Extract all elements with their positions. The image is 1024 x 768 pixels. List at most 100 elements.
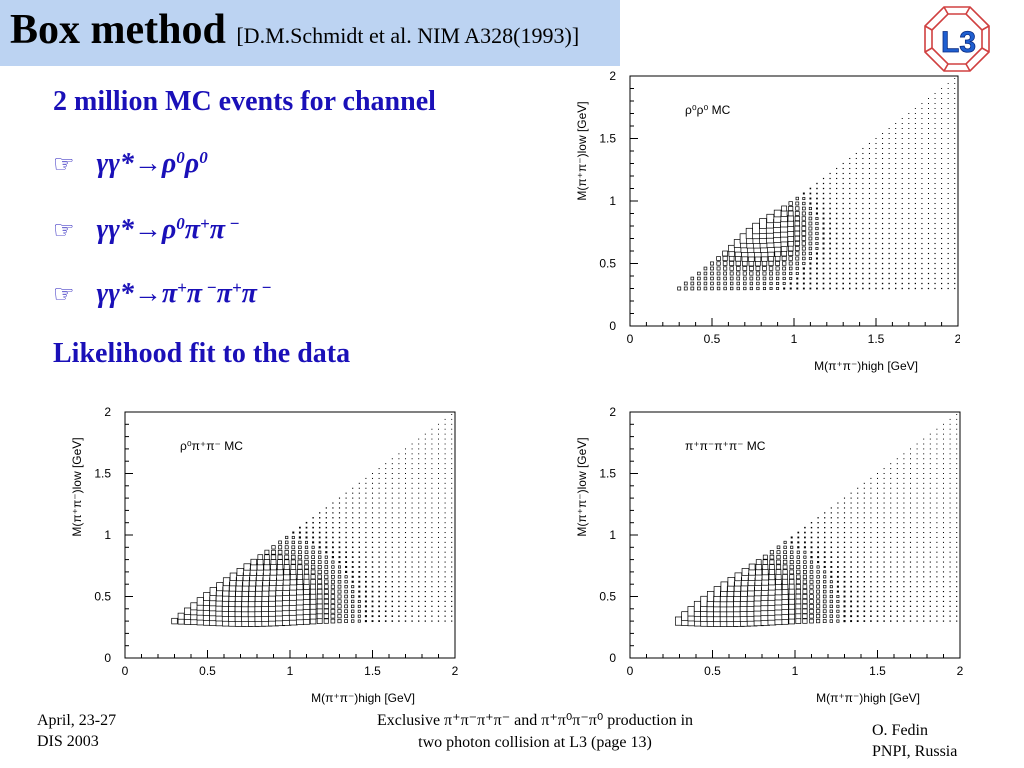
box-point (914, 177, 916, 180)
box-point (956, 610, 958, 612)
box-point (311, 545, 315, 549)
box-point (868, 282, 871, 285)
box-point (954, 177, 956, 180)
box-point (842, 187, 844, 190)
box-point (444, 615, 446, 617)
box-point (431, 492, 433, 494)
box-point (325, 522, 327, 524)
box-point (901, 252, 903, 255)
box-point (365, 487, 367, 489)
box-point (941, 212, 943, 215)
box-point (284, 545, 289, 550)
box-point (710, 271, 714, 276)
box-point (856, 615, 859, 618)
box-point (941, 272, 943, 275)
box-point (895, 123, 897, 124)
box-point (829, 580, 833, 584)
box-point (870, 512, 872, 514)
box-point (890, 472, 892, 475)
box-point (857, 546, 859, 548)
box-point (927, 237, 930, 240)
box-point (312, 531, 314, 534)
box-point (330, 608, 336, 614)
box-point (769, 564, 775, 570)
box-point (876, 482, 879, 484)
box-point (936, 428, 938, 430)
box-point (923, 556, 925, 558)
box-point (762, 281, 767, 286)
box-point (317, 579, 323, 585)
box-point (949, 546, 951, 548)
title-reference: [D.M.Schmidt et al. NIM A328(1993)] (236, 23, 580, 48)
box-point (451, 536, 453, 538)
footer-center: Exclusive π⁺π⁻π⁺π⁻ and π⁺π⁰π⁻π⁰ producti… (300, 710, 770, 754)
box-point (391, 610, 394, 612)
box-point (923, 477, 925, 479)
box-point (842, 252, 844, 255)
box-point (875, 147, 877, 150)
box-point (444, 487, 446, 489)
box-point (901, 247, 903, 250)
box-point (305, 531, 308, 534)
box-point (896, 502, 898, 504)
box-point (927, 182, 929, 185)
box-point (862, 192, 864, 195)
box-point (850, 536, 852, 539)
box-point (809, 277, 812, 280)
box-point (863, 541, 865, 543)
box-point (438, 463, 439, 465)
box-point (788, 251, 794, 256)
pointing-hand-icon: ☞ (53, 152, 75, 178)
box-point (722, 255, 728, 262)
box-point (836, 604, 840, 608)
box-point (934, 272, 936, 275)
box-point (947, 252, 949, 255)
box-point (888, 242, 890, 245)
box-point (942, 561, 945, 563)
box-point (312, 521, 314, 524)
box-point (868, 252, 871, 255)
box-point (835, 257, 838, 260)
box-point (947, 257, 949, 260)
box-point (364, 615, 367, 618)
box-point (942, 512, 945, 514)
box-point (909, 600, 912, 603)
box-point (842, 167, 844, 170)
box-point (895, 207, 897, 210)
box-point (954, 153, 956, 154)
box-point (883, 576, 885, 578)
box-point (398, 463, 400, 465)
box-point (756, 286, 760, 291)
box-point (378, 576, 380, 578)
box-point (802, 594, 808, 599)
box-point (418, 477, 420, 479)
box-point (398, 527, 400, 529)
box-point (947, 83, 949, 84)
box-point (901, 147, 903, 150)
box-point (437, 620, 440, 622)
box-point (782, 271, 786, 276)
box-point (936, 502, 938, 504)
box-point (411, 517, 413, 519)
box-point (896, 566, 898, 568)
box-point (936, 595, 938, 598)
footer-center-line1: Exclusive π⁺π⁻π⁺π⁻ and π⁺π⁰π⁻π⁰ producti… (376, 712, 694, 729)
box-point (378, 605, 380, 608)
box-point (331, 560, 335, 564)
box-point (418, 546, 420, 548)
box-point (743, 286, 747, 291)
box-point (385, 546, 387, 548)
box-point (823, 561, 826, 564)
box-point (870, 522, 872, 524)
box-point (796, 565, 801, 569)
box-point (929, 581, 931, 583)
box-point (437, 571, 440, 573)
box-point (947, 182, 949, 185)
box-point (908, 197, 910, 200)
box-point (883, 517, 885, 519)
box-point (901, 242, 903, 245)
channel-1-part-0: γγ*→ρ (96, 148, 177, 179)
box-point (868, 222, 871, 225)
box-point (324, 569, 329, 574)
box-point (803, 555, 807, 559)
